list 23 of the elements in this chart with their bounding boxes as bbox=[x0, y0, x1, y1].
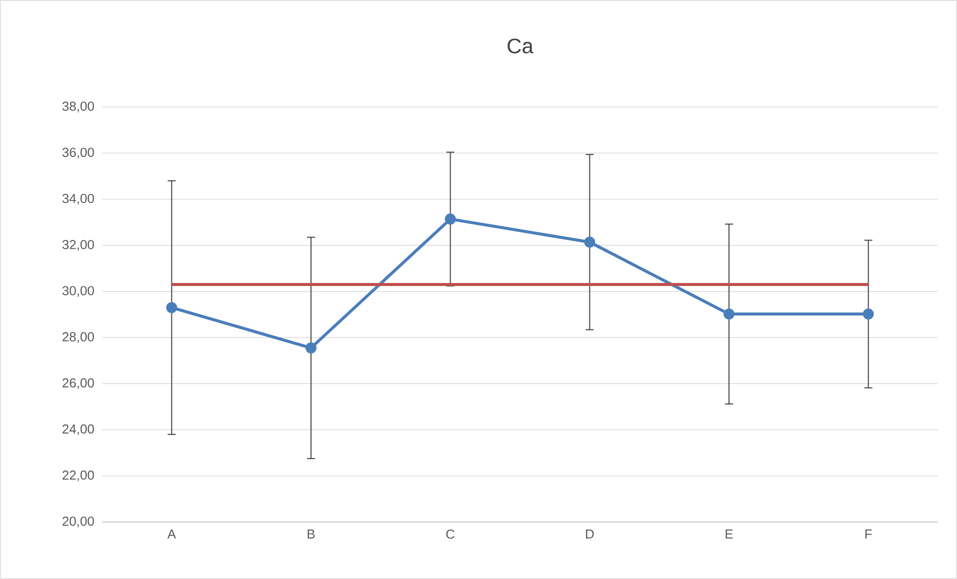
y-tick-label: 36,00 bbox=[62, 148, 94, 158]
point bbox=[862, 308, 874, 320]
point bbox=[584, 236, 596, 248]
y-tick-label: 28,00 bbox=[62, 332, 94, 343]
y-tick-label: 20,00 bbox=[62, 516, 94, 528]
point bbox=[724, 308, 735, 320]
x-tick-label: C bbox=[446, 530, 455, 539]
x-tick-label: D bbox=[586, 530, 594, 538]
y-tick-label: 38,00 bbox=[62, 102, 94, 112]
y-tick-label: 32,00 bbox=[62, 240, 94, 251]
x-tick-label: B bbox=[308, 530, 315, 538]
x-tick-label: F bbox=[865, 530, 872, 538]
y-tick-label: 22,00 bbox=[62, 470, 94, 482]
point bbox=[444, 214, 456, 225]
point bbox=[306, 342, 317, 354]
y-tick-label: 26,00 bbox=[62, 378, 94, 390]
x-tick-label: E bbox=[726, 530, 733, 538]
chart-title: Ca bbox=[508, 38, 534, 54]
y-tick-label: 34,00 bbox=[62, 194, 94, 205]
y-tick-label: 30,00 bbox=[62, 286, 94, 297]
y-tick-label: 24,00 bbox=[62, 424, 94, 436]
x-tick-label: A bbox=[167, 530, 176, 538]
point bbox=[166, 302, 178, 314]
